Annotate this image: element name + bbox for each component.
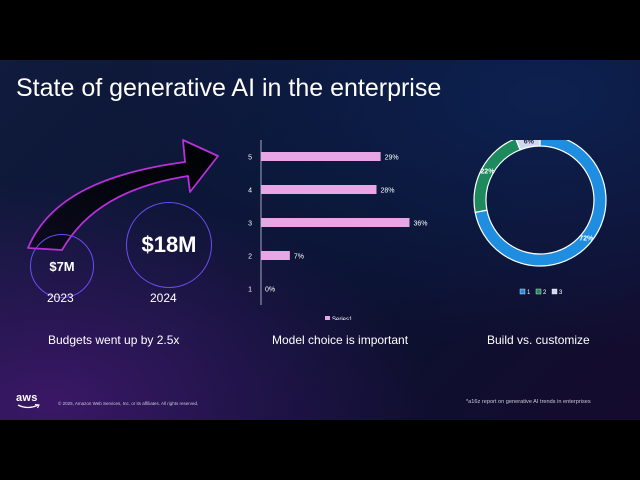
bar-data-label: 28% [381,188,395,195]
bar [261,218,410,227]
model-choice-caption: Model choice is important [272,333,409,347]
legend-swatch [551,288,558,295]
bar-data-label: 7% [294,254,304,261]
bar-data-label: 36% [414,221,428,228]
growth-arrow-icon [27,139,219,251]
bar-tick-label: 4 [248,188,252,195]
legend-swatch [519,288,526,295]
budget-2023-circle: $7M [30,234,94,298]
donut-slice [473,140,521,214]
year-2023-label: 2023 [47,291,74,305]
bar-data-label: 29% [385,155,399,162]
source-footnote: *a16z report on generative AI trends in … [466,399,591,405]
copyright-text: © 2025, Amazon Web Services, Inc. or its… [58,401,199,406]
year-2024-label: 2024 [150,291,177,305]
donut-data-label: 22% [480,169,495,176]
bar-data-label: 0% [265,287,275,294]
bar-tick-label: 3 [248,221,252,228]
model-choice-bar-chart: 1 0% 2 7% 3 36% 4 28% 5 29% Series1 [248,140,428,320]
aws-logo-text: aws [16,392,38,404]
bar [261,185,377,194]
donut-data-label: 6% [524,140,535,146]
aws-smile-icon [17,404,40,409]
bar-tick-label: 1 [248,287,252,294]
build-customize-donut-chart: 72% 22% 6% 1 2 3 [473,140,607,296]
bar-tick-label: 5 [248,155,252,162]
build-customize-caption: Build vs. customize [487,333,590,347]
donut-slice [515,140,541,151]
donut-slice [474,140,607,267]
legend-swatch [325,316,330,320]
legend-label: 2 [543,290,547,296]
page-title: State of generative AI in the enterprise [16,74,442,102]
bar-tick-label: 2 [248,254,252,261]
donut-data-label: 72% [579,236,594,243]
legend-label: Series1 [332,317,353,320]
legend-swatch [535,288,542,295]
bar [261,152,381,161]
bar [261,251,290,260]
slide: State of generative AI in the enterprise… [0,60,640,420]
aws-logo: aws [16,392,42,410]
legend-label: 3 [559,290,563,296]
budget-2024-circle: $18M [126,202,212,288]
legend-label: 1 [527,290,531,296]
budget-caption: Budgets went up by 2.5x [48,333,180,347]
